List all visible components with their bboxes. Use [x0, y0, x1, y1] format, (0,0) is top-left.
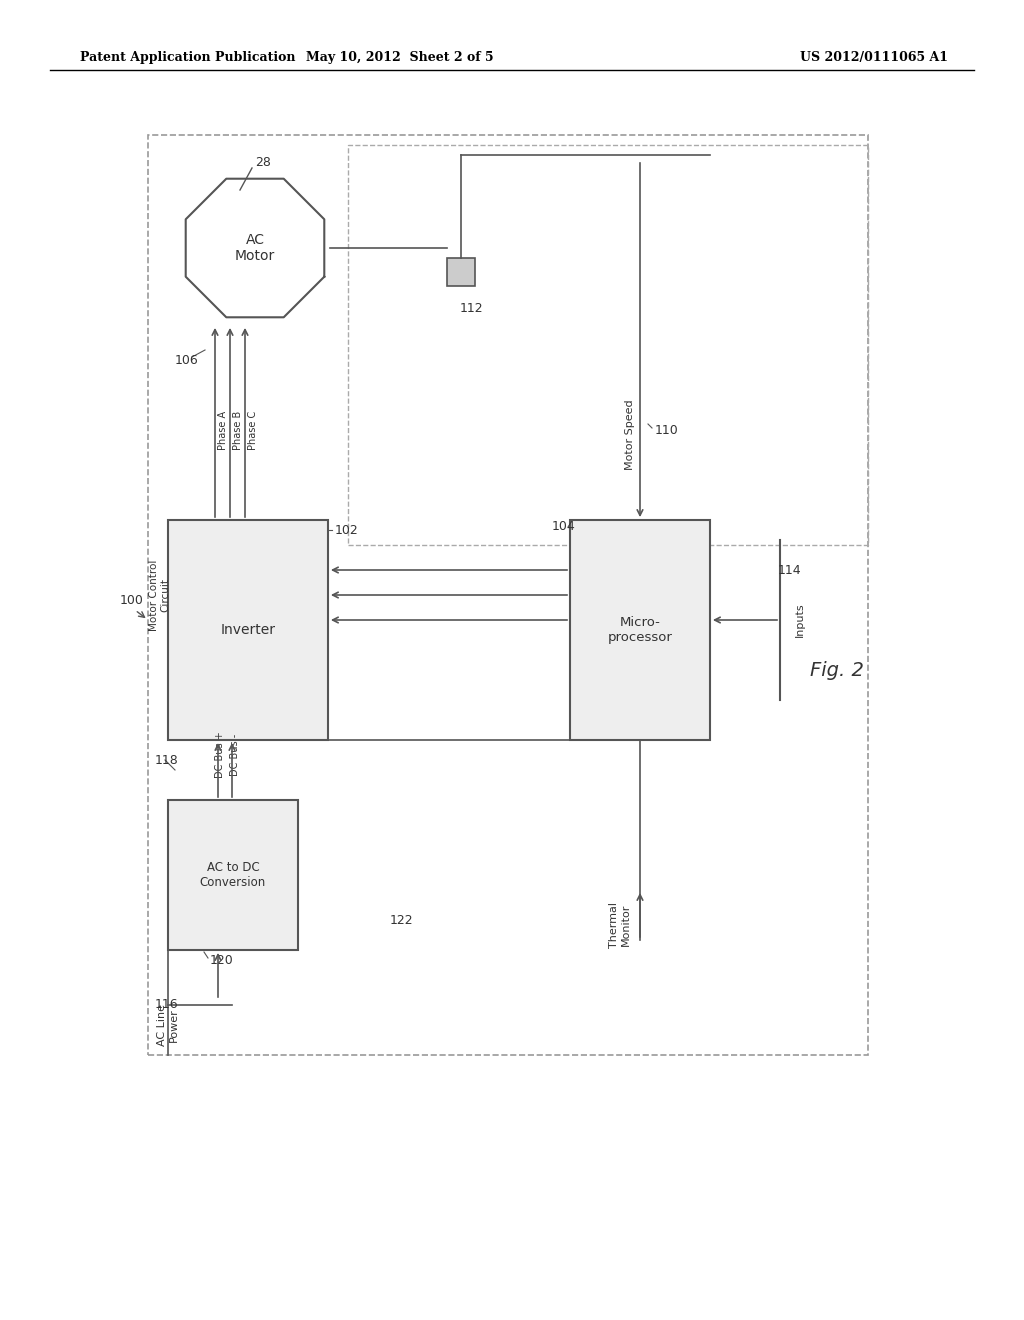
Text: Inputs: Inputs: [795, 603, 805, 638]
Text: 122: 122: [390, 913, 414, 927]
Text: AC
Motor: AC Motor: [234, 232, 275, 263]
Text: DC Bus -: DC Bus -: [230, 734, 240, 776]
Text: 114: 114: [778, 564, 802, 577]
Text: Phase B: Phase B: [233, 411, 243, 450]
Text: Phase C: Phase C: [248, 411, 258, 450]
Text: Thermal
Monitor: Thermal Monitor: [609, 902, 631, 948]
Text: Motor Control
Circuit: Motor Control Circuit: [150, 560, 171, 631]
Text: AC to DC
Conversion: AC to DC Conversion: [200, 861, 266, 888]
Text: Fig. 2: Fig. 2: [810, 660, 864, 680]
Text: Inverter: Inverter: [220, 623, 275, 638]
Text: 102: 102: [335, 524, 358, 536]
Text: Patent Application Publication: Patent Application Publication: [80, 51, 296, 65]
Text: Phase A: Phase A: [218, 411, 228, 450]
Text: 100: 100: [120, 594, 144, 606]
Text: Micro-
processor: Micro- processor: [607, 616, 673, 644]
Text: May 10, 2012  Sheet 2 of 5: May 10, 2012 Sheet 2 of 5: [306, 51, 494, 65]
Text: 110: 110: [655, 424, 679, 437]
Text: US 2012/0111065 A1: US 2012/0111065 A1: [800, 51, 948, 65]
Text: AC Line
Power: AC Line Power: [158, 1005, 179, 1045]
Text: 28: 28: [255, 157, 271, 169]
Bar: [168, 800, 298, 950]
Text: 116: 116: [155, 998, 178, 1011]
Text: 112: 112: [460, 301, 483, 314]
Text: Motor Speed: Motor Speed: [625, 400, 635, 470]
Text: 120: 120: [210, 953, 233, 966]
Bar: [168, 520, 328, 741]
Text: 118: 118: [155, 754, 179, 767]
Text: DC Bus +: DC Bus +: [215, 731, 225, 779]
Text: 106: 106: [175, 354, 199, 367]
Bar: [570, 520, 710, 741]
Bar: [447, 257, 475, 286]
Text: 104: 104: [552, 520, 575, 533]
